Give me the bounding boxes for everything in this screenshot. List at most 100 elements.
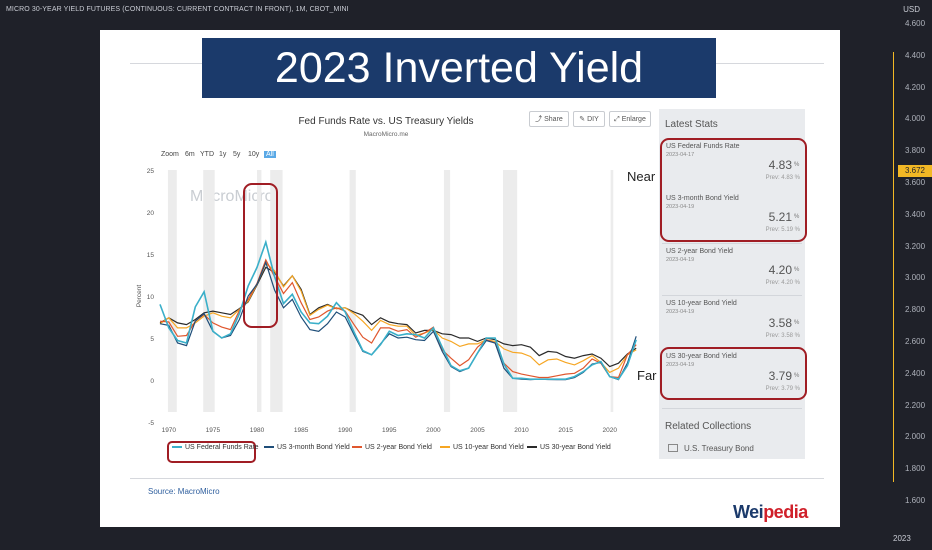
share-button[interactable]: ⤴ Share	[529, 111, 569, 127]
legend-3-month[interactable]: US 3-month Bond Yield	[264, 444, 350, 451]
latest-stats-panel	[659, 109, 805, 459]
x-tick-label: 2015	[558, 427, 573, 434]
recession-band	[503, 170, 518, 412]
legend-10-year[interactable]: US 10-year Bond Yield	[440, 444, 524, 451]
folder-icon	[668, 444, 678, 452]
zoom-all-button[interactable]: All	[264, 151, 276, 158]
price-axis[interactable]: 4.600 4.400 4.200 4.000 3.800 3.600 3.400 3.200…	[870, 0, 932, 530]
source-text: Source: MacroMicro	[148, 487, 220, 496]
y-axis-label: Percent	[136, 285, 143, 308]
stat-divider	[662, 295, 802, 296]
stat-value: 4.83	[768, 158, 792, 172]
zoom-6m-button[interactable]: 6m	[185, 151, 195, 158]
stat-prev: Prev: 3.58 %	[765, 333, 800, 339]
series-line-0	[159, 239, 637, 381]
far-annotation: Far	[637, 368, 657, 383]
diy-button[interactable]: ✎ DIY	[573, 111, 605, 127]
y-tick-label: 5	[150, 336, 154, 343]
stat-date: 2023-04-19	[666, 362, 695, 368]
x-tick-label: 1975	[206, 427, 221, 434]
x-tick-label: 2020	[602, 427, 617, 434]
price-tick-label: 2.600	[905, 337, 926, 346]
price-tick-label: 4.200	[905, 82, 926, 92]
stat-name: US 3-month Bond Yield	[666, 195, 739, 202]
tradingview-symbol-header: MICRO 30-YEAR YIELD FUTURES (CONTINUOUS:…	[6, 6, 349, 13]
enlarge-button[interactable]: ⤢ Enlarge	[609, 111, 651, 127]
zoom-5y-button[interactable]: 5y	[233, 151, 241, 158]
zoom-10y-button[interactable]: 10y	[248, 151, 260, 158]
legend-30-year[interactable]: US 30-year Bond Yield	[527, 444, 611, 451]
stat-value: 4.20	[768, 263, 792, 277]
recession-band	[610, 170, 614, 412]
price-tick-label: 3.400	[905, 209, 926, 219]
y-tick-label: 15	[147, 252, 155, 259]
related-collections-title: Related Collections	[665, 421, 752, 432]
stat-date: 2023-04-17	[666, 152, 695, 158]
stat-name: US 2-year Bond Yield	[666, 248, 733, 255]
stat-unit: %	[794, 214, 800, 220]
y-tick-label: 0	[150, 378, 154, 385]
share-icon: ⤴	[535, 116, 545, 123]
x-tick-label: 1980	[250, 427, 265, 434]
price-candle-high	[893, 52, 894, 172]
banner-title: 2023 Inverted Yield Explained	[202, 38, 716, 152]
price-tick-label: 2.800	[905, 305, 926, 315]
stat-date: 2023-04-19	[666, 204, 695, 210]
price-tick-label: 4.400	[905, 50, 926, 60]
zoom-ytd-button[interactable]: YTD	[200, 151, 214, 158]
price-tick-label: 2.400	[905, 368, 926, 378]
stat-date: 2023-04-19	[666, 257, 695, 263]
recession-band	[167, 170, 177, 412]
stat-prev: Prev: 5.19 %	[765, 227, 800, 233]
price-tick-label: 3.600	[905, 178, 926, 187]
stat-unit: %	[794, 320, 800, 326]
expand-icon: ⤢	[614, 116, 622, 123]
current-price-tag: 3.672	[898, 165, 932, 177]
stat-unit: %	[794, 373, 800, 379]
x-tick-label: 2000	[426, 427, 441, 434]
legend-fed-funds[interactable]: US Federal Funds Rate	[172, 444, 259, 451]
stat-name: US 30-year Bond Yield	[666, 353, 737, 360]
source-divider	[130, 478, 824, 479]
y-tick-label: -5	[148, 420, 154, 427]
stat-prev: Prev: 4.83 %	[765, 175, 800, 181]
zoom-1y-button[interactable]: 1y	[219, 151, 227, 158]
y-tick-label: 25	[147, 168, 155, 175]
y-tick-label: 10	[147, 294, 155, 301]
x-tick-label: 1985	[294, 427, 309, 434]
highlight-box-far	[660, 347, 807, 400]
price-tick-label: 2.200	[905, 400, 926, 410]
stat-prev: Prev: 3.79 %	[765, 386, 800, 392]
stat-divider	[662, 243, 802, 244]
near-annotation: Near	[627, 169, 656, 184]
stat-value: 3.79	[768, 369, 792, 383]
price-tick-label: 2.000	[905, 432, 926, 442]
chart-title: Fed Funds Rate vs. US Treasury Yields	[298, 116, 474, 127]
stat-value: 5.21	[768, 210, 792, 224]
highlight-box-near	[660, 138, 807, 242]
stat-name: US Federal Funds Rate	[666, 143, 740, 150]
recession-band	[349, 170, 356, 412]
y-tick-label: 20	[147, 210, 155, 217]
price-tick-label: 4.000	[905, 114, 926, 124]
x-tick-label: 2005	[470, 427, 485, 434]
related-collection-link[interactable]: U.S. Treasury Bond	[684, 444, 754, 453]
currency-label: USD	[903, 5, 920, 14]
weipedia-logo: Weipedia	[733, 502, 808, 522]
time-axis-year: 2023	[893, 534, 911, 543]
stat-unit: %	[794, 267, 800, 273]
zoom-label: Zoom	[161, 151, 179, 158]
price-tick-label: 3.800	[905, 146, 926, 156]
x-tick-label: 1970	[162, 427, 177, 434]
legend-2-year[interactable]: US 2-year Bond Yield	[352, 444, 432, 451]
x-tick-label: 1995	[382, 427, 397, 434]
recession-band	[203, 170, 215, 412]
price-tick-label: 4.600	[905, 19, 926, 28]
latest-stats-title: Latest Stats	[665, 119, 718, 130]
stat-value: 3.58	[768, 316, 792, 330]
highlight-box-1980	[243, 183, 278, 328]
price-tick-label: 3.200	[905, 241, 926, 251]
x-tick-label: 1990	[338, 427, 353, 434]
price-tick-label: 3.000	[905, 273, 926, 283]
